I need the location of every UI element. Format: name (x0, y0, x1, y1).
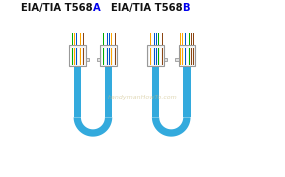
Bar (187, 33, 188, 45)
Bar (72, 33, 73, 45)
Bar (102, 33, 103, 45)
Bar (107, 48, 108, 65)
Bar (74, 48, 75, 65)
Bar (69, 45, 86, 66)
Bar (189, 48, 190, 65)
Bar (107, 33, 108, 45)
Text: EIA/TIA T568: EIA/TIA T568 (21, 3, 93, 13)
Bar (184, 48, 185, 65)
Bar (105, 48, 106, 65)
Bar (156, 48, 157, 65)
Bar (182, 48, 183, 65)
Bar (180, 33, 181, 45)
Bar (109, 48, 110, 65)
Bar (156, 33, 157, 45)
Bar (97, 58, 100, 61)
Bar (154, 48, 155, 65)
Text: B: B (182, 3, 190, 13)
Bar (160, 48, 161, 65)
Bar (70, 33, 71, 45)
Bar (111, 48, 112, 65)
Bar (147, 45, 164, 66)
Bar (78, 33, 79, 45)
Bar (191, 48, 192, 65)
Bar (74, 48, 75, 65)
Bar (180, 48, 181, 65)
Bar (182, 33, 183, 45)
Bar (189, 33, 190, 45)
Bar (100, 45, 117, 66)
Bar (113, 33, 114, 45)
Bar (158, 33, 159, 45)
Bar (74, 33, 75, 45)
Bar (70, 48, 71, 65)
Bar (152, 33, 153, 45)
Bar (164, 58, 167, 61)
Bar (193, 33, 194, 45)
Bar (183, 55, 191, 117)
Bar (105, 33, 106, 45)
Bar (156, 33, 157, 45)
Bar (76, 48, 77, 65)
Text: EIA/TIA T568: EIA/TIA T568 (111, 3, 182, 13)
Bar (86, 58, 89, 61)
Bar (152, 55, 159, 117)
Bar (76, 33, 77, 45)
Bar (191, 33, 192, 45)
Bar (180, 48, 181, 65)
Bar (191, 48, 192, 65)
Bar (109, 48, 110, 65)
Bar (180, 33, 181, 45)
Bar (148, 48, 150, 65)
Bar (148, 33, 150, 45)
Polygon shape (152, 117, 191, 137)
Bar (105, 55, 112, 117)
Bar (184, 33, 185, 45)
Bar (179, 45, 195, 66)
Bar (103, 48, 105, 65)
Bar (83, 48, 84, 65)
Bar (156, 48, 157, 65)
Bar (160, 33, 161, 45)
Bar (74, 55, 81, 117)
Bar (83, 33, 84, 45)
Bar (191, 33, 192, 45)
Bar (109, 33, 110, 45)
Bar (72, 48, 73, 65)
Bar (113, 48, 114, 65)
Bar (150, 48, 151, 65)
Bar (102, 48, 103, 65)
Bar (187, 48, 188, 65)
Text: handymanHowTo.com: handymanHowTo.com (108, 95, 177, 100)
Bar (152, 33, 153, 45)
Bar (103, 33, 105, 45)
Bar (193, 48, 194, 65)
Bar (154, 33, 155, 45)
Polygon shape (74, 117, 112, 137)
Bar (152, 48, 153, 65)
Bar (78, 48, 79, 65)
Bar (152, 48, 153, 65)
Bar (158, 48, 159, 65)
Bar (176, 58, 179, 61)
Bar (74, 33, 75, 45)
Bar (111, 33, 112, 45)
Text: A: A (93, 3, 101, 13)
Bar (109, 33, 110, 45)
Bar (150, 33, 151, 45)
Bar (80, 33, 81, 45)
Bar (80, 48, 81, 65)
